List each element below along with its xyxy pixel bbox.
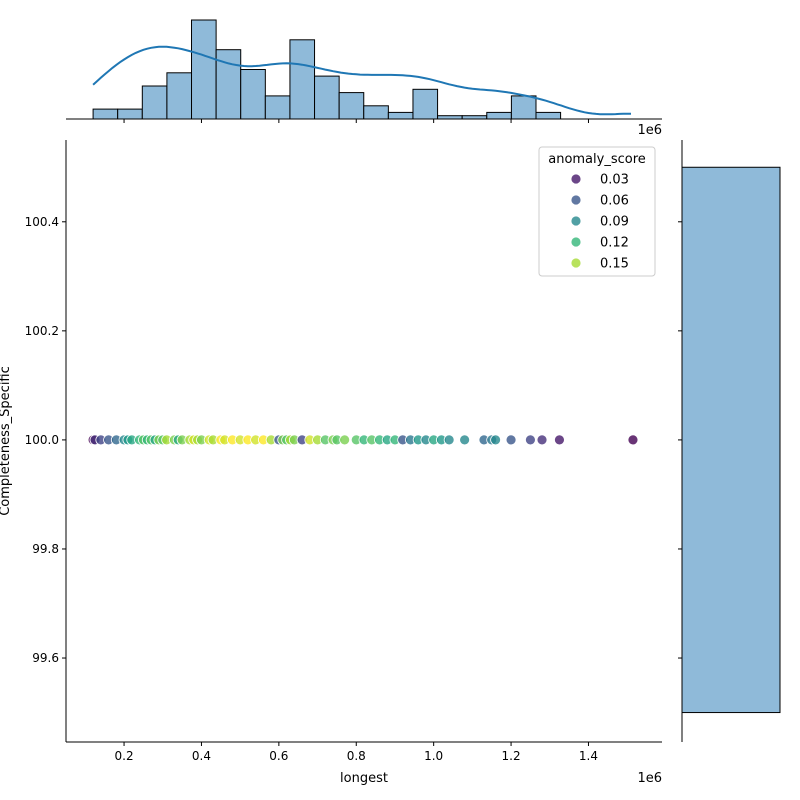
scatter-point [339,434,351,446]
histogram-bar [681,166,781,714]
scatter-axes: 0.2 0.4 0.6 0.8 1.0 1.2 1.4 99.6 99.8 100.0 100.2 1… [25,140,662,763]
x-tick-label: 1.4 [579,749,598,763]
y-tick-label: 100.0 [25,433,59,447]
legend-marker [570,194,582,206]
x-offset-label-main: 1e6 [637,771,662,786]
scatter-point [536,434,548,446]
y-tick-label: 100.4 [25,215,59,229]
x-offset-label-top: 1e6 [637,123,662,138]
scatter-point [525,434,536,446]
legend-marker [570,236,582,248]
legend-label: 0.06 [600,194,629,209]
histogram-bar [289,39,316,120]
y-axis-label: Completeness_Specific [0,366,13,516]
legend-title: anomaly_score [548,152,646,167]
legend: anomaly_score 0.03 0.06 0.09 0.12 0.15 [538,146,656,277]
legend-label: 0.15 [600,257,629,272]
kde-curve [92,45,631,116]
legend-label: 0.12 [600,236,629,251]
top-marginal-histogram [66,19,662,123]
legend-marker [570,257,582,269]
y-tick-label: 100.2 [25,324,59,338]
histogram-bar [535,111,562,120]
y-tick-label: 99.8 [32,542,59,556]
x-tick-label: 1.2 [502,749,521,763]
histogram-bar [117,108,143,120]
histogram-bar [166,72,193,120]
scatter-point [627,434,639,446]
legend-marker [570,173,582,185]
histogram-bar [363,105,389,120]
histogram-bar [141,85,168,120]
x-tick-label: 0.8 [347,749,366,763]
histogram-bar [412,88,439,120]
legend-label: 0.09 [600,215,629,230]
scatter-point [443,434,455,446]
legend-marker [570,215,582,227]
histogram-bar [191,19,217,120]
histogram-bar [486,111,512,120]
right-marginal-histogram [678,140,781,742]
legend-label: 0.03 [600,173,629,188]
scatter-point [459,434,471,446]
x-tick-label: 0.4 [192,749,211,763]
histogram-bar [510,95,537,120]
histogram-bar [314,75,340,120]
histogram-bar [338,92,365,120]
scatter-point [505,434,517,446]
histogram-bar [387,111,414,120]
histogram-bar [264,95,291,120]
histogram-bar [92,108,119,120]
scatter-point [490,434,501,446]
scatter-point [554,434,565,446]
x-tick-label: 1.0 [424,749,443,763]
x-tick-label: 0.2 [115,749,134,763]
histogram-bar [240,69,266,120]
x-tick-label: 0.6 [269,749,288,763]
y-tick-label: 99.6 [32,651,59,665]
x-axis-label: longest [340,771,388,786]
legend-frame [538,146,656,277]
